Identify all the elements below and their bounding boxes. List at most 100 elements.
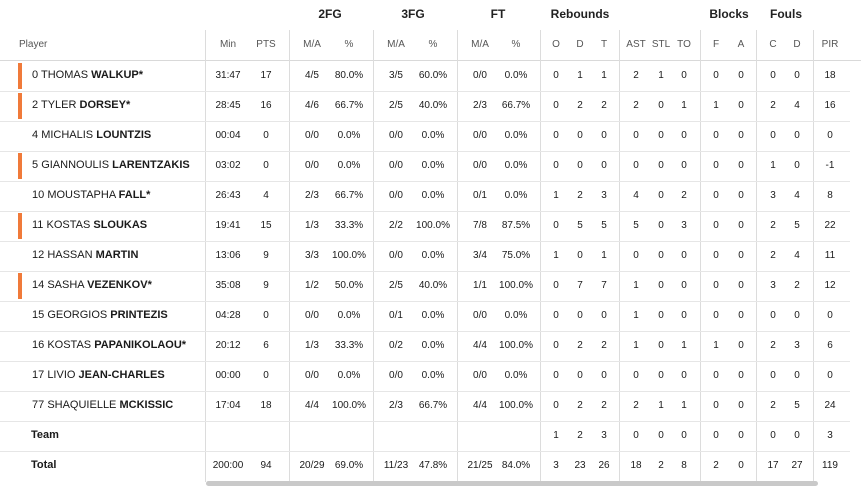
cell-fg2_ma: 0/0	[305, 370, 319, 381]
col-stl[interactable]: STL	[651, 39, 671, 50]
col-to[interactable]: TO	[677, 39, 691, 50]
cell-d: 0	[577, 130, 583, 141]
cell-fg3_ma: 0/2	[389, 340, 403, 351]
cell-ft_ma: 4/4	[473, 340, 487, 351]
cell-t: 26	[598, 460, 610, 471]
col-blk-a[interactable]: A	[737, 39, 745, 50]
cell-d: 0	[577, 370, 583, 381]
col-reb-t[interactable]: T	[600, 39, 608, 50]
table-row[interactable]: 10 MOUSTAPHA FALL* 26:43 4 2/3 66.7% 0/0 0.0% 0…	[0, 181, 850, 212]
cell-fg3_pct: 0.0%	[421, 160, 445, 171]
cell-fg2_pct: 50.0%	[334, 280, 364, 291]
cell-min: 28:45	[215, 100, 241, 111]
col-blk-f[interactable]: F	[712, 39, 720, 50]
cell-pir: 0	[827, 310, 833, 321]
table-row[interactable]: 0 THOMAS WALKUP* 31:47 17 4/5 80.0% 3/5 60.0% 0…	[0, 61, 850, 92]
col-3fg-ma[interactable]: M/A	[387, 39, 405, 50]
cell-fg2_ma: 0/0	[305, 160, 319, 171]
table-row[interactable]: 2 TYLER DORSEY* 28:45 16 4/6 66.7% 2/5 40.0% 2/…	[0, 91, 850, 122]
col-2fg-ma[interactable]: M/A	[303, 39, 321, 50]
player-name[interactable]: 0 THOMAS WALKUP*	[32, 69, 143, 81]
table-row[interactable]: 17 LIVIO JEAN-CHARLES 00:00 0 0/0 0.0% 0/0 0.0…	[0, 361, 850, 392]
table-row[interactable]: 15 GEORGIOS PRINTEZIS 04:28 0 0/0 0.0% 0/1 0.0…	[0, 301, 850, 332]
col-foul-d[interactable]: D	[793, 39, 801, 50]
col-pts[interactable]: PTS	[256, 39, 276, 50]
player-name[interactable]: 12 HASSAN MARTIN	[32, 249, 138, 261]
col-pir[interactable]: PIR	[821, 39, 839, 50]
cell-ft_ma: 3/4	[473, 250, 487, 261]
cell-o: 1	[553, 250, 559, 261]
cell-ft_ma: 4/4	[473, 400, 487, 411]
cell-fg3_pct: 0.0%	[421, 310, 445, 321]
player-number: 16	[32, 339, 45, 351]
cell-to: 0	[681, 430, 687, 441]
cell-stl: 0	[658, 190, 664, 201]
player-number: 2	[32, 99, 39, 111]
cell-ft_pct: 0.0%	[504, 70, 528, 81]
cell-ft_ma: 1/1	[473, 280, 487, 291]
cell-to: 0	[681, 250, 687, 261]
cell-bf: 1	[713, 340, 719, 351]
player-name[interactable]: 11 KOSTAS SLOUKAS	[32, 219, 147, 231]
cell-bf: 0	[713, 130, 719, 141]
cell-stl: 1	[658, 400, 664, 411]
table-row[interactable]: 5 GIANNOULIS LARENTZAKIS 03:02 0 0/0 0.0% 0/0…	[0, 151, 850, 182]
col-reb-o[interactable]: O	[552, 39, 560, 50]
table-row[interactable]: 12 HASSAN MARTIN 13:06 9 3/3 100.0% 0/0 0.0% 3/…	[0, 241, 850, 272]
table-row[interactable]: 11 KOSTAS SLOUKAS 19:41 15 1/3 33.3% 2/2 100.0…	[0, 211, 850, 242]
cell-ast: 1	[633, 310, 639, 321]
col-2fg-pct[interactable]: %	[344, 39, 354, 50]
cell-ba: 0	[738, 70, 744, 81]
player-name[interactable]: 17 LIVIO JEAN-CHARLES	[32, 369, 165, 381]
cell-fg2_ma: 1/2	[305, 280, 319, 291]
cell-ba: 0	[738, 370, 744, 381]
cell-pts: 0	[263, 130, 269, 141]
horizontal-scrollbar[interactable]	[206, 481, 818, 486]
starter-indicator	[18, 213, 22, 239]
cell-to: 1	[681, 340, 687, 351]
cell-d: 0	[577, 250, 583, 261]
player-last-name: FALL*	[118, 189, 151, 201]
cell-pts: 94	[260, 460, 272, 471]
cell-o: 0	[553, 370, 559, 381]
cell-fg2_ma: 20/29	[299, 460, 325, 471]
player-number: 0	[32, 69, 39, 81]
player-last-name: JEAN-CHARLES	[78, 369, 165, 381]
cell-fg2_pct: 100.0%	[332, 250, 366, 261]
cell-ft_pct: 84.0%	[501, 460, 531, 471]
table-row[interactable]: 4 MICHALIS LOUNTZIS 00:04 0 0/0 0.0% 0/0 0.0% 0…	[0, 121, 850, 152]
player-name[interactable]: 5 GIANNOULIS LARENTZAKIS	[32, 159, 190, 171]
cell-stl: 0	[658, 340, 664, 351]
col-ast[interactable]: AST	[626, 39, 646, 50]
cell-pts: 0	[263, 310, 269, 321]
col-3fg-pct[interactable]: %	[428, 39, 438, 50]
col-min[interactable]: Min	[219, 39, 237, 50]
col-ft-pct[interactable]: %	[511, 39, 521, 50]
table-row[interactable]: 16 KOSTAS PAPANIKOLAOU* 20:12 6 1/3 33.3% 0/2…	[0, 331, 850, 362]
table-row[interactable]: 14 SASHA VEZENKOV* 35:08 9 1/2 50.0% 2/5 40.0%…	[0, 271, 850, 302]
col-foul-c[interactable]: C	[769, 39, 777, 50]
group-2fg: 2FG	[318, 7, 342, 21]
cell-pts: 4	[263, 190, 269, 201]
player-name[interactable]: 14 SASHA VEZENKOV*	[32, 279, 152, 291]
table-row[interactable]: 77 SHAQUIELLE MCKISSIC 17:04 18 4/4 100.0% 2/…	[0, 391, 850, 422]
player-first-name: GEORGIOS	[47, 309, 108, 321]
col-player[interactable]: Player	[19, 39, 48, 50]
col-reb-d[interactable]: D	[576, 39, 584, 50]
divider	[619, 30, 620, 482]
cell-d: 1	[577, 70, 583, 81]
player-name[interactable]: 2 TYLER DORSEY*	[32, 99, 130, 111]
cell-ft_ma: 2/3	[473, 100, 487, 111]
divider	[813, 30, 814, 482]
player-name[interactable]: 77 SHAQUIELLE MCKISSIC	[32, 399, 173, 411]
cell-ft_ma: 0/0	[473, 310, 487, 321]
player-name[interactable]: 4 MICHALIS LOUNTZIS	[32, 129, 151, 141]
divider	[700, 30, 701, 482]
player-name[interactable]: 16 KOSTAS PAPANIKOLAOU*	[32, 339, 186, 351]
player-name[interactable]: 15 GEORGIOS PRINTEZIS	[32, 309, 168, 321]
cell-bf: 0	[713, 190, 719, 201]
col-ft-ma[interactable]: M/A	[471, 39, 489, 50]
player-first-name: LIVIO	[47, 369, 76, 381]
player-name[interactable]: 10 MOUSTAPHA FALL*	[32, 189, 150, 201]
